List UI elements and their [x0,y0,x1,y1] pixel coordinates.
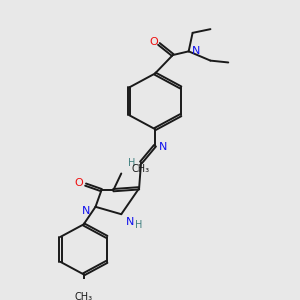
Text: H: H [135,220,142,230]
Text: O: O [74,178,83,188]
Text: N: N [126,217,135,226]
Text: N: N [159,142,167,152]
Text: N: N [82,206,91,215]
Text: H: H [128,158,136,168]
Text: N: N [192,46,200,56]
Text: CH₃: CH₃ [131,164,149,174]
Text: CH₃: CH₃ [75,292,93,300]
Text: O: O [150,37,158,47]
